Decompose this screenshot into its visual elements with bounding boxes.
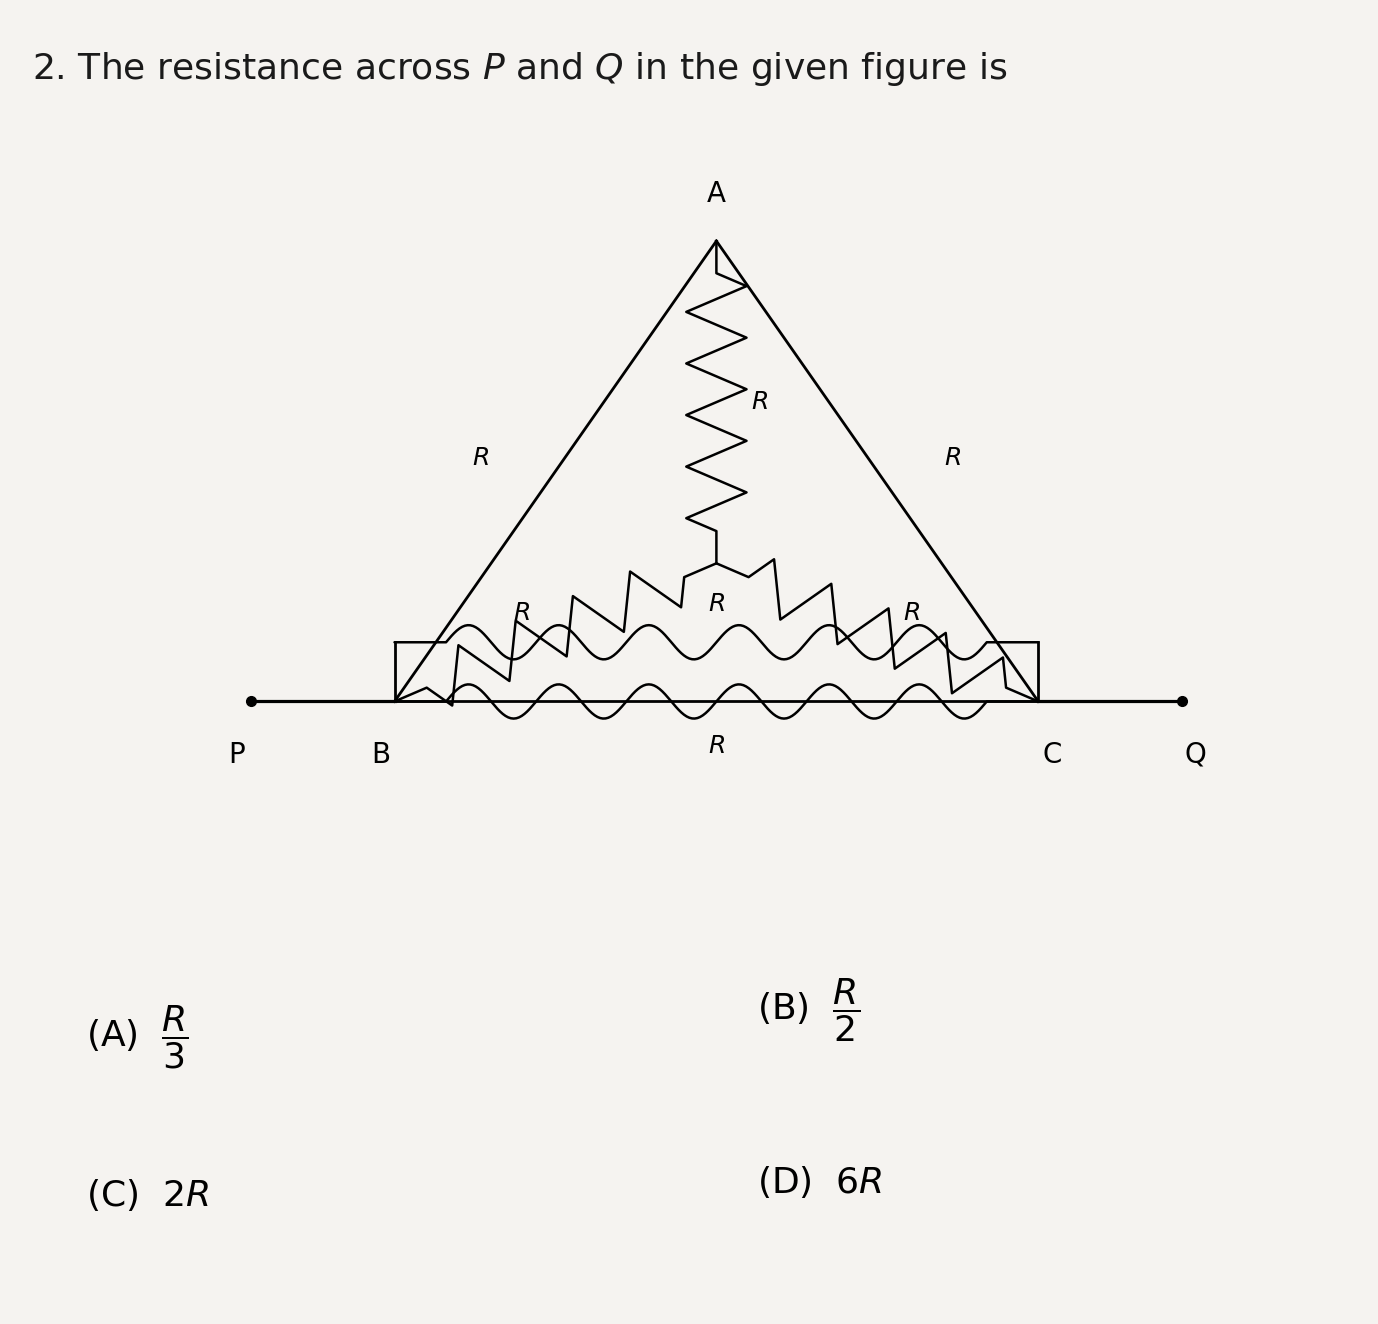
Text: B: B xyxy=(371,741,390,769)
Text: A: A xyxy=(707,180,726,208)
Text: (A)  $\dfrac{R}{3}$: (A) $\dfrac{R}{3}$ xyxy=(87,1004,189,1071)
Text: $R$: $R$ xyxy=(471,446,489,470)
Text: Q: Q xyxy=(1185,741,1207,769)
Text: (C)  $2R$: (C) $2R$ xyxy=(87,1177,209,1213)
Text: $R$: $R$ xyxy=(944,446,962,470)
Text: C: C xyxy=(1042,741,1061,769)
Text: $R$: $R$ xyxy=(903,601,921,625)
Text: P: P xyxy=(229,741,245,769)
Text: (B)  $\dfrac{R}{2}$: (B) $\dfrac{R}{2}$ xyxy=(758,977,860,1045)
Text: $R$: $R$ xyxy=(513,601,529,625)
Text: $R$: $R$ xyxy=(708,735,725,759)
Text: $R$: $R$ xyxy=(708,592,725,616)
Text: (D)  $6R$: (D) $6R$ xyxy=(758,1164,883,1200)
Text: $R$: $R$ xyxy=(751,391,768,414)
Text: 2. The resistance across $P$ and $Q$ in the given figure is: 2. The resistance across $P$ and $Q$ in … xyxy=(32,50,1007,89)
